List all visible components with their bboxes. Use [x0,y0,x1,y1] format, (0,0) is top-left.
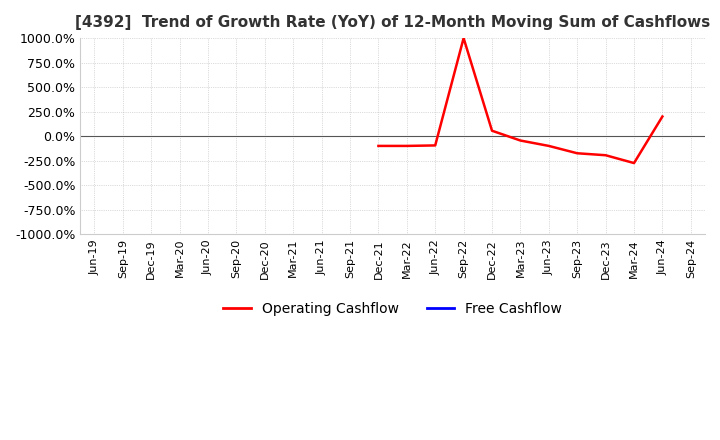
Legend: Operating Cashflow, Free Cashflow: Operating Cashflow, Free Cashflow [217,296,568,321]
Title: [4392]  Trend of Growth Rate (YoY) of 12-Month Moving Sum of Cashflows: [4392] Trend of Growth Rate (YoY) of 12-… [75,15,710,30]
